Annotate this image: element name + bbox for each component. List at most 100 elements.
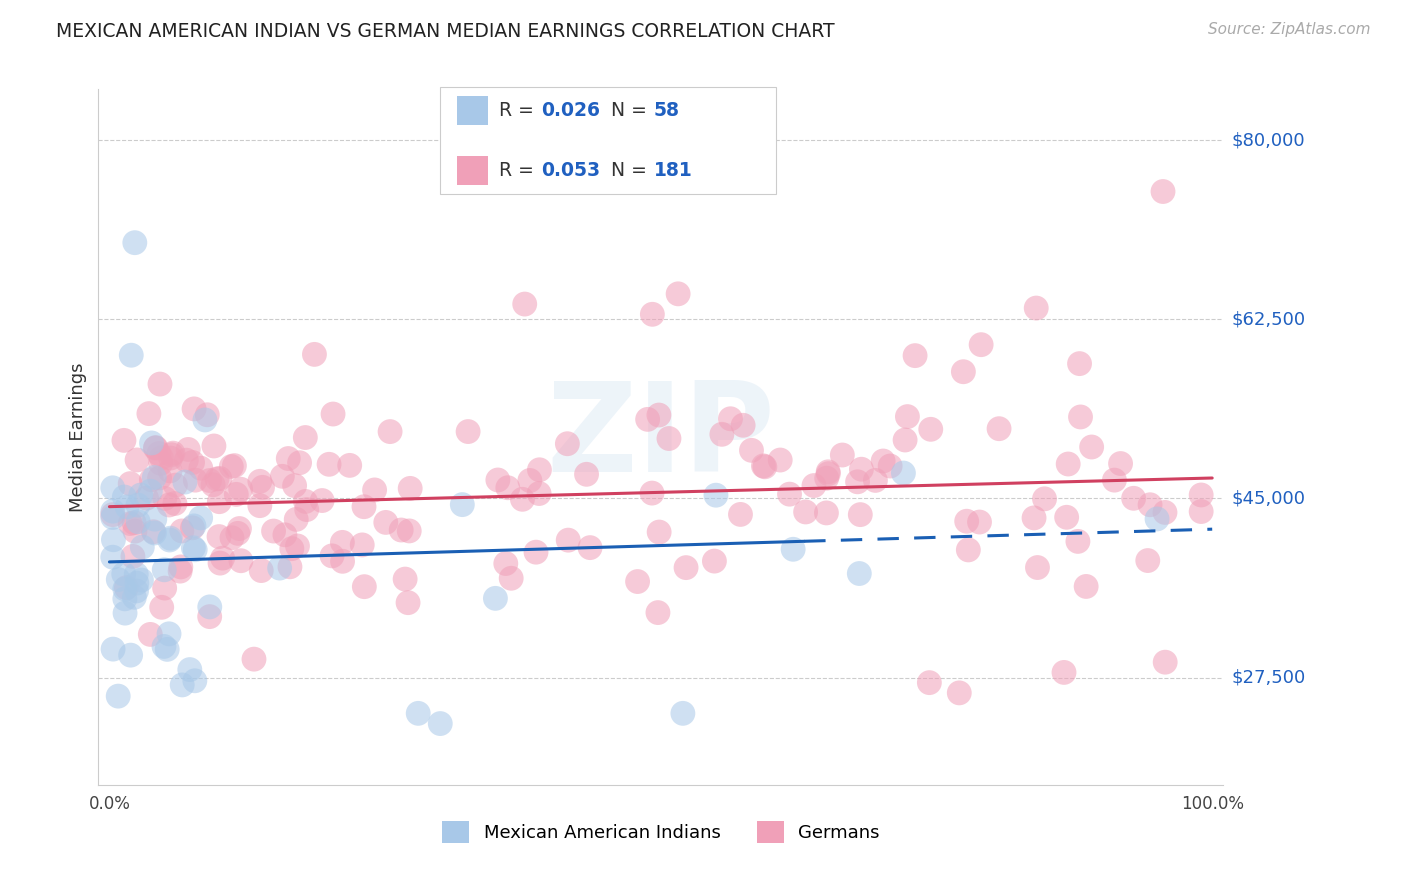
Point — [294, 494, 316, 508]
Point — [112, 490, 135, 504]
Legend: Mexican American Indians, Germans: Mexican American Indians, Germans — [433, 813, 889, 853]
Point — [143, 512, 166, 526]
Point — [399, 482, 422, 496]
Point — [730, 508, 752, 522]
Point — [579, 541, 602, 555]
Point — [637, 412, 659, 426]
Point — [127, 498, 149, 512]
Point — [107, 689, 129, 703]
Point — [115, 581, 138, 595]
Point — [1109, 457, 1132, 471]
Point — [112, 434, 135, 448]
Point — [149, 377, 172, 392]
Point — [703, 554, 725, 568]
Point — [406, 706, 429, 721]
Point — [740, 443, 762, 458]
Point — [848, 566, 870, 581]
Point — [249, 499, 271, 513]
Point — [457, 425, 479, 439]
Point — [495, 557, 517, 571]
Point — [486, 473, 509, 487]
Text: 58: 58 — [654, 101, 679, 120]
Text: R =: R = — [499, 161, 540, 180]
Text: MEXICAN AMERICAN INDIAN VS GERMAN MEDIAN EARNINGS CORRELATION CHART: MEXICAN AMERICAN INDIAN VS GERMAN MEDIAN… — [56, 22, 835, 41]
Point — [112, 567, 135, 582]
Point — [851, 462, 873, 476]
Point — [626, 574, 648, 589]
Point — [353, 580, 375, 594]
Point — [512, 492, 534, 507]
Point — [779, 487, 801, 501]
Point — [125, 576, 148, 591]
Point — [519, 474, 541, 488]
Point — [170, 524, 193, 538]
Point — [184, 473, 207, 487]
Point — [183, 541, 205, 555]
Point — [107, 573, 129, 587]
Point — [720, 411, 742, 425]
Point — [157, 627, 180, 641]
Point — [221, 459, 243, 474]
Point — [145, 441, 167, 455]
Point — [173, 475, 195, 489]
Point — [1104, 473, 1126, 487]
Point — [524, 545, 547, 559]
Point — [124, 591, 146, 605]
Text: R =: R = — [499, 101, 540, 120]
Point — [339, 458, 361, 473]
Point — [153, 563, 176, 577]
Point — [304, 347, 326, 361]
Point — [149, 456, 172, 470]
Point — [557, 533, 579, 548]
Point — [849, 508, 872, 522]
Point — [803, 478, 825, 492]
Point — [872, 454, 894, 468]
Point — [1189, 488, 1212, 502]
Point — [741, 164, 763, 178]
Point — [125, 567, 148, 582]
Point — [782, 542, 804, 557]
Point — [170, 560, 193, 574]
Point — [202, 439, 225, 453]
Point — [139, 627, 162, 641]
Text: $80,000: $80,000 — [1232, 131, 1305, 149]
Point — [162, 446, 184, 460]
Point — [226, 526, 249, 541]
Point — [321, 549, 343, 563]
Point — [295, 502, 318, 516]
Point — [794, 505, 817, 519]
Point — [129, 488, 152, 502]
Point — [1069, 357, 1091, 371]
Point — [1122, 491, 1144, 506]
Point — [156, 642, 179, 657]
Point — [194, 413, 217, 427]
Point — [527, 486, 550, 500]
Point — [920, 422, 942, 436]
Point — [1136, 553, 1159, 567]
Point — [249, 475, 271, 489]
Point — [287, 539, 309, 553]
Point — [1070, 409, 1092, 424]
Point — [332, 535, 354, 549]
Point — [1154, 655, 1177, 669]
Point — [149, 471, 172, 485]
Point — [969, 515, 991, 529]
Point — [557, 436, 579, 450]
Point — [153, 640, 176, 654]
Point — [575, 467, 598, 482]
Point — [1139, 498, 1161, 512]
Point — [879, 458, 901, 473]
Point — [894, 433, 917, 447]
Point — [221, 531, 243, 545]
Point — [122, 516, 145, 530]
Point — [225, 487, 247, 501]
Point — [893, 466, 915, 480]
Point — [103, 533, 125, 547]
Point — [153, 581, 176, 595]
Point — [572, 153, 595, 168]
Point — [124, 235, 146, 250]
Point — [956, 514, 979, 528]
Point — [122, 549, 145, 564]
Point — [1026, 560, 1049, 574]
Text: 181: 181 — [654, 161, 693, 180]
